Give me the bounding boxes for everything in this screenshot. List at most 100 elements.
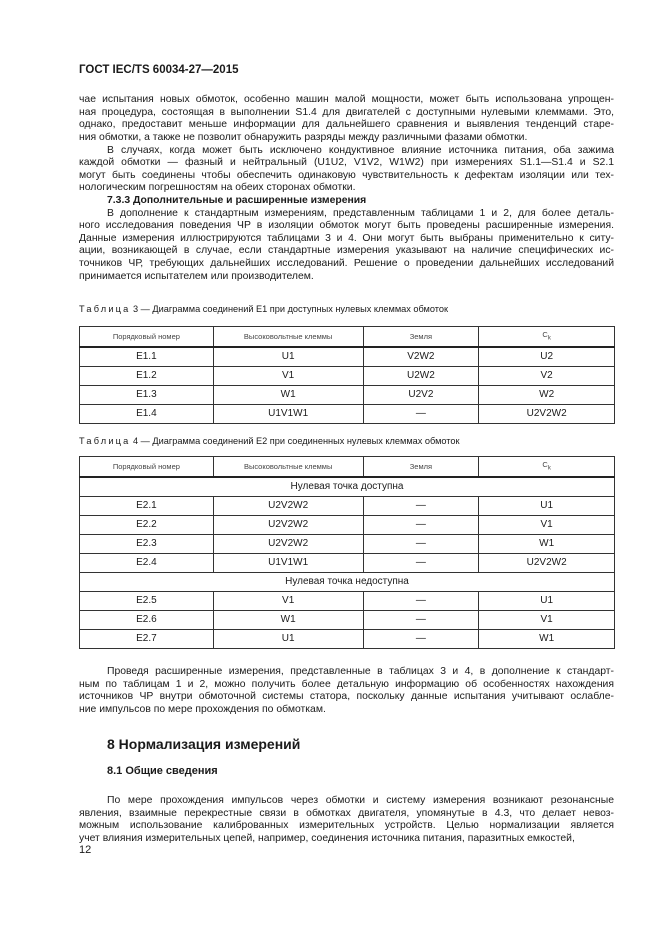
- text-line: ние импульсов по мере прохождения по обм…: [79, 703, 326, 715]
- table-row: E2.1 U2V2W2— U1: [79, 496, 615, 516]
- text-line: явления, взаимные перекрестные связи в о…: [79, 807, 614, 819]
- text-line: ного исследования поведения ЧР в изоляци…: [79, 220, 614, 232]
- text-line: могут быть соединены чтобы обеспечить од…: [79, 169, 614, 181]
- table-cell: W1: [212, 385, 364, 405]
- table-cell: V1: [478, 610, 615, 630]
- table-cell: E2.3: [79, 534, 214, 554]
- ck-label: C: [542, 459, 548, 469]
- table-row: E2.4 U1V1W1— U2V2W2: [79, 553, 615, 573]
- table-cell: —: [362, 404, 480, 424]
- table-cell: V1: [478, 515, 615, 535]
- table-row: E1.2 V1 U2W2 V2: [79, 366, 615, 386]
- table-cell: U1V1W1: [212, 404, 364, 424]
- table-cell: —: [362, 496, 480, 516]
- table-cell: U2V2: [362, 385, 480, 405]
- text-line: чае испытания новых обмоток, особенно ма…: [79, 94, 614, 105]
- table-cell: E1.1: [79, 346, 214, 367]
- text-line: В случаях, когда может быть исключено ко…: [107, 144, 614, 156]
- text-line: нологическим погрешностям на обеих сторо…: [79, 182, 356, 194]
- column-header: Ck: [478, 326, 615, 348]
- table-row: E2.5 V1— U1: [79, 591, 615, 611]
- table-row: E1.4 U1V1W1— U2V2W2: [79, 404, 615, 424]
- table-row: E1.3 W1 U2V2 W2: [79, 385, 615, 405]
- text-line: В дополнение к стандартным измерениям, п…: [107, 207, 614, 219]
- text-line: источников ЧР внутри обмоточной системы …: [79, 691, 614, 703]
- table-cell: U2V2W2: [478, 404, 615, 424]
- group-label: Нулевая точка недоступна: [79, 572, 615, 592]
- text-line: можным использование калиброванных измер…: [79, 820, 614, 832]
- table-cell: E1.4: [79, 404, 214, 424]
- text-line: ния обмотки, а также не позволит обнаруж…: [79, 131, 528, 143]
- table-cell: V2: [478, 366, 615, 386]
- table-cell: W1: [212, 610, 364, 630]
- table-cell: U2V2W2: [478, 553, 615, 573]
- text-line: учет влияния измерительных цепей, наприм…: [79, 832, 575, 844]
- table-cell: —: [362, 591, 480, 611]
- text-line: ации, возникающей в случае, если стандар…: [79, 245, 614, 257]
- table-cell: U2V2W2: [212, 515, 364, 535]
- column-header: Порядковый номер: [79, 456, 214, 478]
- paragraph-3: В дополнение к стандартным измерениям, п…: [79, 208, 614, 284]
- table-row: E2.6 W1— V1: [79, 610, 615, 630]
- text-line: принимается испытателем или производител…: [79, 270, 314, 282]
- table-row: E1.1 U1 V2W2 U2: [79, 346, 615, 367]
- table-header-row: Порядковый номер Высоковольтные клеммы Зем…: [79, 326, 615, 348]
- table-3: Порядковый номер Высоковольтные клеммы Зем…: [79, 326, 615, 424]
- table-3-caption: Таблица 3 — Диаграмма соединений E1 при …: [79, 304, 449, 314]
- table-row: E2.2 U2V2W2— V1: [79, 515, 615, 535]
- table-4: Порядковый номер Высоковольтные клеммы Зем…: [79, 456, 615, 649]
- text-line: точников ЧР, требующих дальнейших исслед…: [79, 257, 614, 269]
- table-cell: E2.7: [79, 629, 214, 649]
- section-7-3-3-heading: 7.3.3 Дополнительные и расширенные измер…: [107, 195, 367, 206]
- table-cell: E2.5: [79, 591, 214, 611]
- table-cell: E2.2: [79, 515, 214, 535]
- table-cell: U2W2: [362, 366, 480, 386]
- table-cell: —: [362, 515, 480, 535]
- column-header: Земля: [362, 326, 480, 348]
- table-cell: E2.4: [79, 553, 214, 573]
- group-label: Нулевая точка доступна: [79, 476, 615, 497]
- table-cell: U1: [212, 346, 364, 367]
- table-header-row: Порядковый номер Высоковольтные клеммы Зем…: [79, 456, 615, 478]
- table-cell: V1: [212, 366, 364, 386]
- table-cell: —: [362, 534, 480, 554]
- text-line: каждой обмотки — фазный и нейтральный (U…: [79, 157, 614, 169]
- column-header: Ck: [478, 456, 615, 478]
- section-8-heading: 8 Нормализация измерений: [107, 736, 301, 752]
- table-cell: U1V1W1: [212, 553, 364, 573]
- text-line: По мере прохождения импульсов через обмо…: [107, 795, 614, 806]
- column-header: Высоковольтные клеммы: [212, 326, 364, 348]
- text-line: однако, предоставит меньше информации дл…: [79, 119, 614, 131]
- table-cell: E1.2: [79, 366, 214, 386]
- text-line: Данные измерения иллюстрируются таблицам…: [79, 232, 614, 244]
- table-cell: V2W2: [362, 346, 480, 367]
- table-cell: W1: [478, 629, 615, 649]
- ck-subscript: k: [547, 335, 551, 342]
- table-cell: U2V2W2: [212, 534, 364, 554]
- document-header: ГОСТ IEC/TS 60034-27—2015: [79, 64, 239, 76]
- text-line: ная процедура, состоящая в выполнении S1…: [79, 106, 614, 118]
- paragraph-2: В случаях, когда может быть исключено ко…: [79, 145, 614, 195]
- table-4-caption: Таблица 4 — Диаграмма соединений E2 при …: [79, 436, 460, 446]
- table-cell: U1: [478, 496, 615, 516]
- table-cell: —: [362, 610, 480, 630]
- section-8-1-heading: 8.1 Общие сведения: [107, 765, 218, 777]
- table-cell: E2.1: [79, 496, 214, 516]
- table-cell: U1: [478, 591, 615, 611]
- table-cell: E2.6: [79, 610, 214, 630]
- text-line: Проведя расширенные измерения, представл…: [107, 666, 614, 677]
- paragraph-1: чае испытания новых обмоток, особенно ма…: [79, 94, 614, 144]
- column-header: Земля: [362, 456, 480, 478]
- page-number: 12: [79, 844, 92, 856]
- table-cell: U2V2W2: [212, 496, 364, 516]
- table-group-row: Нулевая точка доступна: [79, 476, 615, 497]
- table-cell: —: [362, 553, 480, 573]
- table-cell: W1: [478, 534, 615, 554]
- column-header: Высоковольтные клеммы: [212, 456, 364, 478]
- table-cell: U2: [478, 346, 615, 367]
- ck-label: C: [542, 329, 548, 339]
- paragraph-5: По мере прохождения импульсов через обмо…: [79, 795, 614, 845]
- table-group-row: Нулевая точка недоступна: [79, 572, 615, 592]
- paragraph-4: Проведя расширенные измерения, представл…: [79, 666, 614, 716]
- table-cell: V1: [212, 591, 364, 611]
